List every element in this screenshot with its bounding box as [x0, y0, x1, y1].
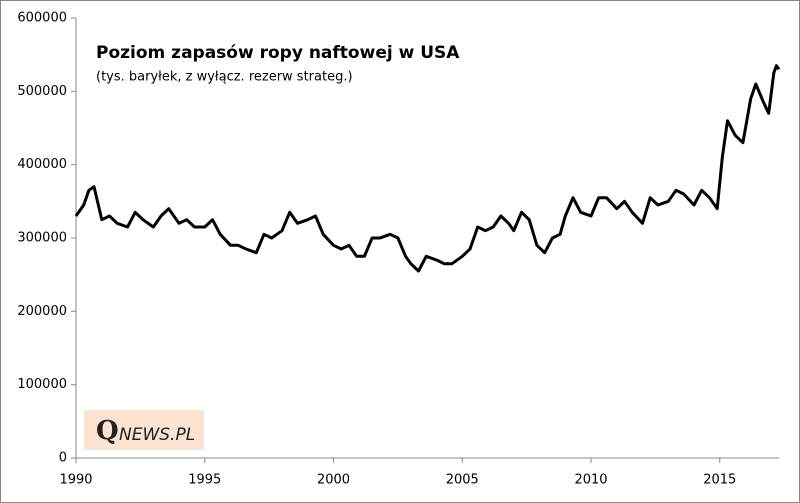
- y-tick-label: 100000: [17, 377, 67, 392]
- y-tick-label: 300000: [17, 231, 67, 246]
- x-tick-label: 2005: [446, 473, 479, 488]
- logo-initial: Q: [96, 416, 119, 446]
- x-tick-label: 2010: [574, 473, 607, 488]
- y-tick-label: 200000: [17, 304, 67, 319]
- x-tick-label: 1990: [59, 473, 92, 488]
- x-tick-label: 1995: [188, 473, 221, 488]
- y-tick-label: 600000: [17, 11, 67, 26]
- y-tick-label: 0: [59, 451, 67, 466]
- y-tick-label: 400000: [17, 157, 67, 172]
- y-tick-label: 500000: [17, 84, 67, 99]
- logo-text: NEWS.PL: [119, 425, 195, 445]
- chart-subtitle: (tys. baryłek, z wyłącz. rezerw strateg.…: [96, 70, 353, 85]
- chart-title: Poziom zapasów ropy naftowej w USA: [96, 43, 460, 63]
- x-tick-label: 2015: [703, 473, 736, 488]
- data-line: [74, 64, 781, 273]
- logo: Q NEWS.PL: [84, 410, 204, 450]
- x-tick-label: 2000: [317, 473, 350, 488]
- logo-background: [84, 410, 204, 450]
